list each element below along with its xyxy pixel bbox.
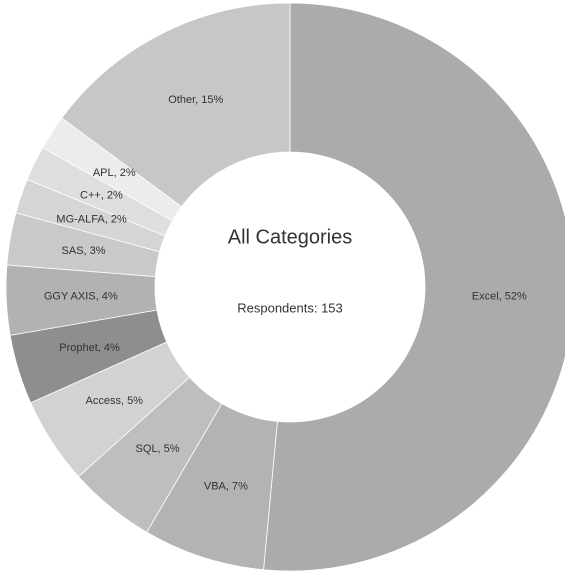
slice-label: Prophet, 4% (59, 342, 120, 354)
slice-label: Access, 5% (86, 395, 144, 407)
slice-label: SQL, 5% (136, 443, 180, 455)
slice-label: C++, 2% (80, 190, 123, 202)
slices (5, 2, 565, 571)
slice-label: Other, 15% (168, 94, 223, 106)
slice (61, 2, 291, 208)
slice-label: Excel, 52% (472, 291, 527, 303)
slice-label: GGY AXIS, 4% (44, 291, 118, 303)
slice (263, 2, 565, 571)
chart-title: All Categories (228, 226, 353, 248)
slice-label: VBA, 7% (204, 480, 248, 492)
subtitle: Respondents: 153 (237, 300, 343, 315)
slice-label: APL, 2% (93, 167, 136, 179)
slice-label: MG-ALFA, 2% (56, 214, 127, 226)
slice-label: SAS, 3% (62, 245, 106, 257)
